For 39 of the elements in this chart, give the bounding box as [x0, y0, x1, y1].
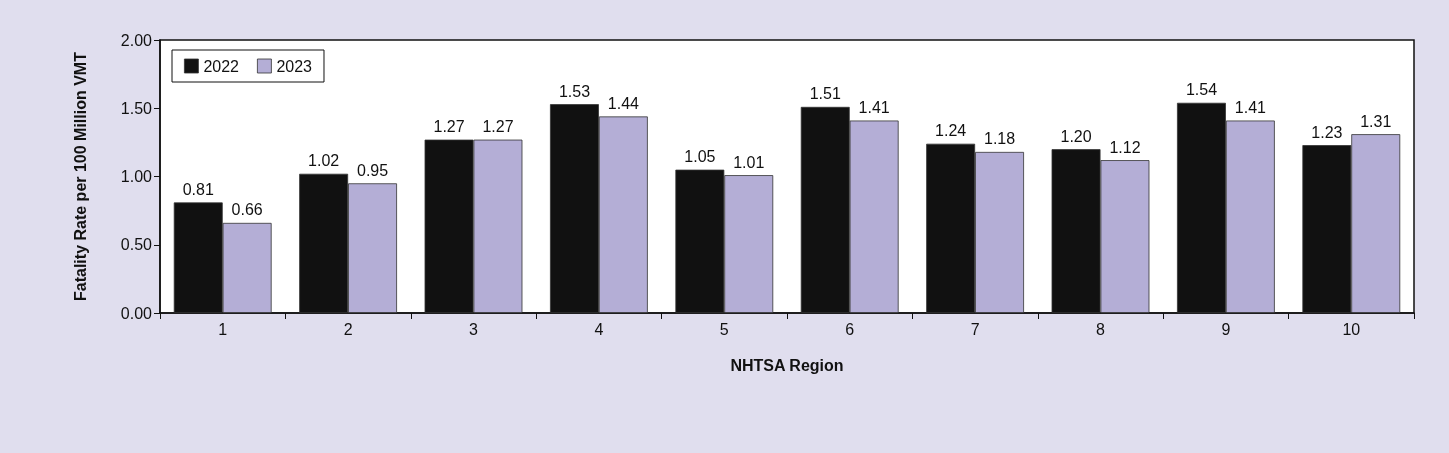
data-label: 1.31: [1360, 112, 1392, 130]
x-tick-label: 2: [343, 320, 353, 338]
x-tick-label: 5: [719, 320, 729, 338]
data-label: 1.24: [935, 122, 967, 140]
data-label: 1.02: [308, 152, 340, 170]
legend-label: 2022: [203, 57, 240, 75]
legend-label: 2023: [276, 57, 313, 75]
x-tick-label: 7: [970, 320, 980, 338]
y-tick-label: 0.50: [120, 236, 153, 254]
data-label: 0.66: [231, 201, 263, 219]
data-label: 1.53: [558, 82, 591, 100]
data-label: 1.54: [1185, 81, 1218, 99]
x-tick-label: 8: [1096, 320, 1106, 338]
data-label: 0.81: [182, 180, 214, 198]
y-axis-title: Fatality Rate per 100 Million VMT: [71, 51, 89, 301]
y-tick-label: 2.00: [120, 31, 153, 49]
data-label: 1.41: [1234, 99, 1267, 117]
data-label: 1.27: [433, 118, 465, 136]
x-tick-label: 6: [845, 320, 855, 338]
y-tick-label: 0.00: [120, 304, 153, 322]
x-axis-title: NHTSA Region: [730, 356, 844, 374]
x-tick-label: 3: [469, 320, 479, 338]
y-tick-label: 1.00: [120, 168, 153, 185]
data-label: 1.12: [1109, 138, 1141, 156]
x-tick-label: 1: [218, 320, 228, 338]
data-label: 1.23: [1311, 123, 1343, 141]
data-label: 1.44: [607, 94, 640, 112]
x-tick-label: 4: [594, 320, 604, 338]
data-label: 1.51: [809, 85, 841, 103]
data-label: 1.41: [858, 99, 890, 117]
y-tick-label: 1.50: [120, 99, 153, 117]
data-label: 1.01: [733, 153, 765, 171]
data-label: 1.27: [482, 118, 514, 136]
data-label: 1.20: [1060, 127, 1092, 145]
x-tick-label: 10: [1342, 320, 1361, 338]
x-tick-label: 9: [1221, 320, 1231, 338]
data-label: 0.95: [356, 161, 389, 179]
data-label: 1.18: [983, 130, 1016, 148]
data-label: 1.05: [684, 148, 716, 166]
